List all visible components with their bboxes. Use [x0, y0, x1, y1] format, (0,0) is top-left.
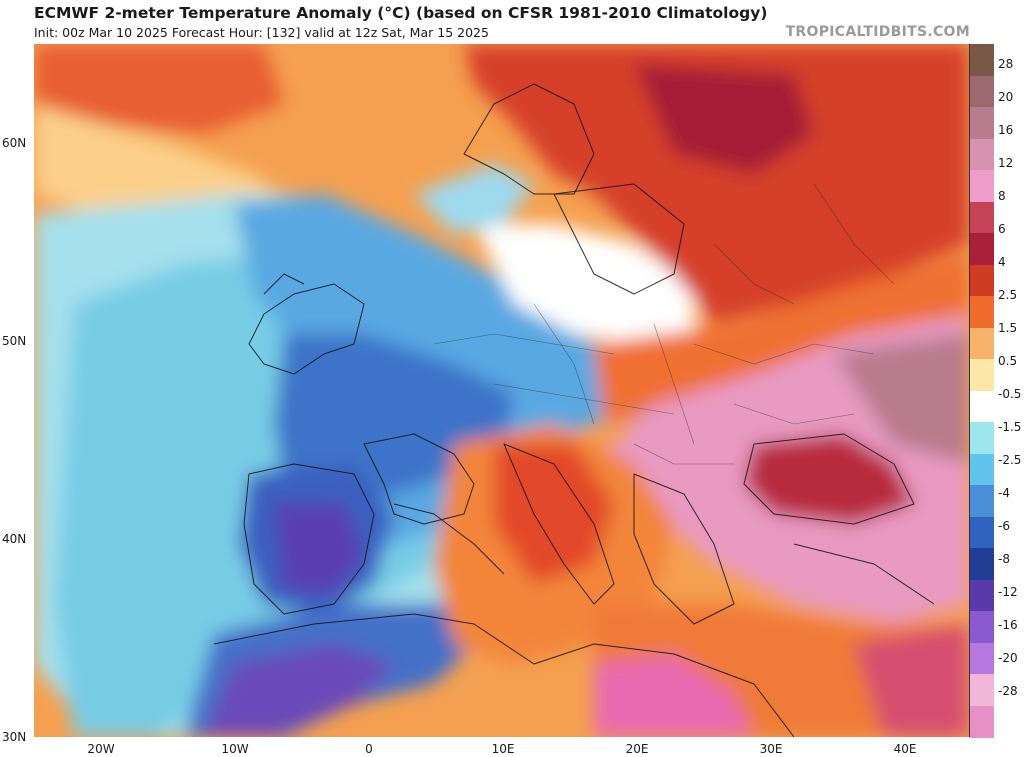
colorbar-swatch — [970, 170, 994, 202]
colorbar-swatch — [970, 233, 994, 265]
colorbar-tick-label: 0.5 — [998, 353, 1018, 368]
colorbar-swatch — [970, 390, 994, 423]
colorbar-tick-label: 8 — [998, 188, 1006, 203]
colorbar-tick-label: -16 — [998, 617, 1018, 632]
colorbar-swatch — [970, 359, 994, 391]
colorbar-tick-label: 6 — [998, 221, 1006, 236]
colorbar-tick-label: 1.5 — [998, 320, 1018, 335]
colorbar-tick-label: -28 — [998, 683, 1018, 698]
lon-label-10w: 10W — [221, 742, 249, 756]
colorbar-swatch — [970, 327, 994, 360]
lon-label-20w: 20W — [87, 742, 115, 756]
anomaly-colorbar — [969, 44, 994, 738]
colorbar-tick-label: -8 — [998, 551, 1010, 566]
map-title: ECMWF 2-meter Temperature Anomaly (°C) (… — [34, 4, 768, 22]
colorbar-swatch — [970, 44, 994, 76]
colorbar-tick-label: -6 — [998, 518, 1010, 533]
lon-label-0: 0 — [365, 742, 373, 756]
lon-label-40e: 40E — [893, 742, 917, 756]
colorbar-tick-label: -12 — [998, 584, 1018, 599]
colorbar-swatch — [970, 422, 994, 454]
colorbar-tick-label: -1.5 — [998, 419, 1022, 434]
colorbar-swatch — [970, 611, 994, 643]
colorbar-swatch — [970, 674, 994, 706]
colorbar-tick-label: -0.5 — [998, 386, 1022, 401]
anomaly-map — [34, 44, 969, 737]
colorbar-swatch — [970, 485, 994, 517]
colorbar-swatch — [970, 453, 994, 486]
lon-label-30e: 30E — [759, 742, 783, 756]
colorbar-swatch — [970, 296, 994, 328]
colorbar-tick-label: 4 — [998, 254, 1006, 269]
colorbar-swatch — [970, 138, 994, 171]
brand-watermark: TROPICALTIDBITS.COM — [785, 24, 970, 40]
colorbar-swatch — [970, 75, 994, 108]
lat-label-40n: 40N — [2, 532, 27, 546]
colorbar-tick-label: 28 — [998, 56, 1014, 71]
lon-label-10e: 10E — [491, 742, 515, 756]
lat-label-60n: 60N — [2, 136, 27, 150]
colorbar-swatch — [970, 264, 994, 297]
colorbar-swatch — [970, 516, 994, 549]
colorbar-tick-label: -4 — [998, 485, 1010, 500]
colorbar-swatch — [970, 548, 994, 580]
colorbar-swatch — [970, 201, 994, 234]
colorbar-swatch — [970, 579, 994, 612]
lat-label-50n: 50N — [2, 334, 27, 348]
map-subtitle: Init: 00z Mar 10 2025 Forecast Hour: [13… — [34, 25, 489, 40]
colorbar-tick-label: -2.5 — [998, 452, 1022, 467]
colorbar-tick-label: 12 — [998, 155, 1014, 170]
colorbar-swatch — [970, 642, 994, 675]
colorbar-swatch — [970, 705, 994, 738]
colorbar-swatch — [970, 107, 994, 139]
colorbar-tick-label: 16 — [998, 122, 1014, 137]
colorbar-tick-label: -20 — [998, 650, 1018, 665]
lon-label-20e: 20E — [625, 742, 649, 756]
colorbar-tick-label: 20 — [998, 89, 1014, 104]
colorbar-tick-label: 2.5 — [998, 287, 1018, 302]
lat-label-30n: 30N — [2, 730, 27, 744]
